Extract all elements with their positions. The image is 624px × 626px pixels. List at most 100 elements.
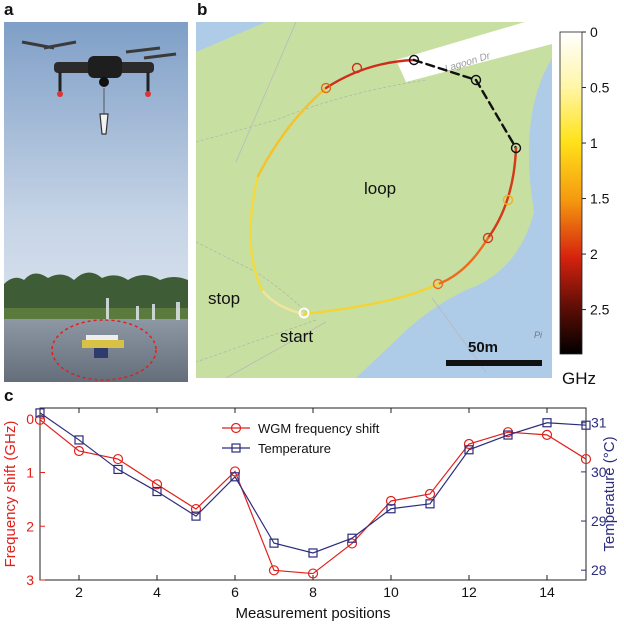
- route-segment-west: [249, 174, 264, 292]
- series-point: [268, 565, 280, 576]
- panel-letter-b: b: [197, 0, 208, 19]
- route-marker: [470, 74, 482, 86]
- land-area: [196, 22, 552, 378]
- colorbar-tick-label: 0: [590, 24, 598, 40]
- route-segment-north: [324, 58, 416, 90]
- colorbar-tick-label: 2.5: [590, 302, 610, 318]
- legend-label: WGM frequency shift: [258, 421, 380, 436]
- colorbar: 0 0.5 1 1.5 2 2.5 GHz: [559, 24, 610, 388]
- route-segment-south: [302, 282, 440, 316]
- legend-marker: [231, 443, 241, 453]
- x-tick-label: 4: [153, 584, 161, 600]
- route-marker: [351, 62, 363, 74]
- series-point: [190, 503, 202, 515]
- y-left-tick-label: 0: [26, 411, 34, 427]
- y-right-tick-label: 29: [591, 513, 607, 529]
- scale-label: 50m: [468, 339, 498, 356]
- route-segment-ne: [412, 58, 518, 150]
- start-label: start: [280, 327, 313, 346]
- series-point: [230, 472, 240, 482]
- y-left-tick-label: 1: [26, 465, 34, 481]
- x-tick-label: 2: [75, 584, 83, 600]
- series-point: [463, 438, 475, 450]
- route-segment-east: [486, 146, 518, 240]
- x-tick-label: 6: [231, 584, 239, 600]
- drone-icon: [21, 40, 177, 97]
- route-marker: [502, 194, 514, 206]
- series-point: [269, 538, 279, 548]
- colorbar-tick-label: 2: [590, 246, 598, 262]
- series-point: [424, 488, 436, 500]
- y-right-tick-label: 30: [591, 464, 607, 480]
- route-marker: [482, 232, 494, 244]
- colorbar-tick-label: 0.5: [590, 80, 610, 96]
- series-point: [34, 414, 46, 425]
- floating-platform: [82, 335, 124, 358]
- series-point: [113, 464, 123, 475]
- route-map: Lagoon Dr Pi loop start stop 50m: [196, 22, 552, 378]
- series-point: [386, 504, 396, 514]
- panel-letter-c: c: [4, 386, 14, 405]
- route-marker: [432, 278, 444, 290]
- series-point: [152, 486, 162, 497]
- series-point: [191, 511, 201, 521]
- grass-bank: [4, 308, 188, 320]
- series-point: [385, 495, 397, 507]
- route-segment-nw: [256, 86, 328, 178]
- legend-marker: [230, 422, 242, 434]
- boundary-lines: [225, 22, 487, 378]
- x-tick-label: 14: [539, 584, 555, 600]
- colorbar-tick-label: 1.5: [590, 191, 610, 207]
- colorbar-unit: GHz: [562, 369, 596, 388]
- route-marker: [298, 307, 310, 319]
- loop-label: loop: [364, 179, 396, 198]
- route-track: [249, 58, 518, 316]
- route-marker: [510, 142, 522, 154]
- highlight-ellipse: [51, 319, 157, 381]
- series-point: [425, 499, 435, 509]
- y-right-tick-label: 31: [591, 415, 607, 431]
- series-point: [307, 568, 319, 579]
- colorbar-tick-label: 1: [590, 135, 598, 151]
- drone-photo: [4, 22, 188, 382]
- y-right-tick-label: 28: [591, 562, 607, 578]
- route-marker: [408, 54, 420, 66]
- series-point: [229, 466, 241, 477]
- x-tick-label: 10: [383, 584, 399, 600]
- y-right-axis-label: Temperature (°C): [601, 436, 618, 551]
- y-left-axis-label: Frequency shift (GHz): [2, 421, 19, 568]
- series-line: [39, 419, 587, 575]
- stop-label: stop: [208, 289, 240, 308]
- series-point: [346, 538, 358, 549]
- scale-bar: [446, 360, 542, 366]
- series-point: [347, 533, 357, 543]
- series-point: [581, 420, 591, 430]
- route-segment-se: [436, 236, 490, 286]
- series-point: [35, 408, 45, 418]
- panel-letter-a: a: [4, 0, 14, 19]
- corner-label: Pi: [534, 330, 543, 340]
- series-point: [503, 430, 513, 440]
- series-line: [39, 412, 587, 554]
- x-tick-label: 8: [309, 584, 317, 600]
- fountains: [106, 298, 180, 320]
- hanging-sensor-icon: [99, 88, 109, 135]
- series-point: [542, 418, 552, 428]
- colorbar-ticks: 0 0.5 1 1.5 2 2.5: [582, 24, 610, 318]
- series-point: [112, 453, 124, 465]
- series-point: [73, 445, 85, 457]
- colorbar-gradient: [559, 31, 583, 355]
- y-left-tick-label: 3: [26, 572, 34, 588]
- series-point: [541, 429, 553, 440]
- x-axis-label: Measurement positions: [235, 605, 390, 622]
- x-tick-label: 12: [461, 584, 477, 600]
- series-point: [308, 548, 318, 558]
- series-point: [151, 479, 163, 490]
- y-left-tick-label: 2: [26, 518, 34, 534]
- series-point: [464, 445, 474, 455]
- route-marker: [320, 82, 332, 94]
- series-point: [74, 435, 84, 445]
- series-point: [580, 453, 592, 465]
- shore-fill: [236, 320, 386, 378]
